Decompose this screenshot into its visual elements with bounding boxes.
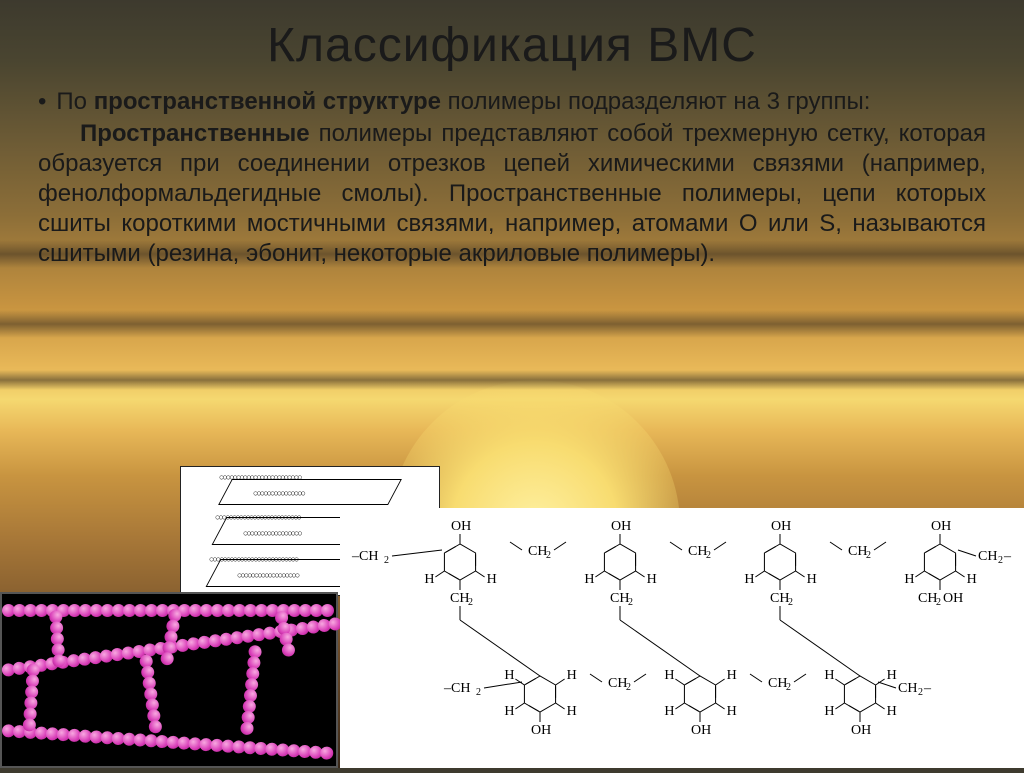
svg-text:H: H bbox=[727, 668, 737, 683]
svg-text:CH: CH bbox=[918, 591, 937, 606]
svg-text:H: H bbox=[567, 668, 577, 683]
intro-tail: полимеры подразделяют на 3 группы: bbox=[448, 88, 871, 115]
bullet-dot: • bbox=[38, 87, 46, 117]
svg-text:2: 2 bbox=[866, 550, 871, 561]
svg-text:H: H bbox=[664, 704, 674, 719]
svg-text:H: H bbox=[647, 572, 657, 587]
svg-text:CH: CH bbox=[528, 544, 547, 559]
svg-text:OH: OH bbox=[931, 519, 951, 534]
svg-text:CH: CH bbox=[768, 676, 787, 691]
svg-text:2: 2 bbox=[628, 597, 633, 608]
svg-text:H: H bbox=[487, 572, 497, 587]
svg-text:2: 2 bbox=[546, 550, 551, 561]
svg-text:OH: OH bbox=[611, 519, 631, 534]
svg-text:2: 2 bbox=[626, 682, 631, 693]
svg-text:2: 2 bbox=[476, 687, 481, 698]
svg-text:H: H bbox=[904, 572, 914, 587]
svg-text:H: H bbox=[887, 668, 897, 683]
intro-lead: По bbox=[56, 88, 87, 115]
svg-text:CH: CH bbox=[848, 544, 867, 559]
svg-text:OH: OH bbox=[451, 519, 471, 534]
svg-text:2: 2 bbox=[468, 597, 473, 608]
svg-text:H: H bbox=[504, 668, 514, 683]
svg-text:OH: OH bbox=[943, 591, 963, 606]
svg-text:2: 2 bbox=[384, 555, 389, 566]
svg-text:H: H bbox=[744, 572, 754, 587]
svg-text:OH: OH bbox=[851, 723, 871, 738]
svg-text:CH: CH bbox=[610, 591, 629, 606]
svg-text:CH: CH bbox=[898, 681, 917, 696]
body-paragraph: Пространственные полимеры представляют с… bbox=[38, 119, 986, 269]
svg-text:2: 2 bbox=[998, 555, 1003, 566]
svg-text:H: H bbox=[887, 704, 897, 719]
svg-text:H: H bbox=[807, 572, 817, 587]
slide-content: Классификация ВМС • По пространственной … bbox=[0, 0, 1024, 269]
figure-chemical-structure: –CH2OHCH2HHCH2OHCH2HHCH2OHCH2HHCH2OHCH2O… bbox=[340, 508, 1024, 768]
svg-text:OH: OH bbox=[691, 723, 711, 738]
svg-text:H: H bbox=[967, 572, 977, 587]
svg-text:–: – bbox=[923, 681, 932, 696]
svg-text:CH: CH bbox=[978, 549, 997, 564]
slide-title: Классификация ВМС bbox=[38, 18, 986, 73]
svg-text:H: H bbox=[727, 704, 737, 719]
svg-text:CH: CH bbox=[608, 676, 627, 691]
svg-text:2: 2 bbox=[918, 687, 923, 698]
svg-text:H: H bbox=[824, 668, 834, 683]
svg-text:2: 2 bbox=[936, 597, 941, 608]
svg-text:H: H bbox=[504, 704, 514, 719]
svg-text:H: H bbox=[824, 704, 834, 719]
svg-text:CH: CH bbox=[688, 544, 707, 559]
intro-bold: пространственной структуре bbox=[94, 88, 441, 115]
svg-text:H: H bbox=[664, 668, 674, 683]
svg-text:H: H bbox=[567, 704, 577, 719]
body-bold: Пространственные bbox=[80, 120, 310, 147]
svg-text:CH: CH bbox=[450, 591, 469, 606]
svg-text:–CH: –CH bbox=[351, 549, 378, 564]
svg-text:2: 2 bbox=[788, 597, 793, 608]
svg-text:CH: CH bbox=[770, 591, 789, 606]
intro-line: • По пространственной структуре полимеры… bbox=[38, 87, 986, 117]
figure-polymer-network bbox=[0, 592, 338, 768]
svg-text:H: H bbox=[424, 572, 434, 587]
svg-text:OH: OH bbox=[531, 723, 551, 738]
svg-text:2: 2 bbox=[786, 682, 791, 693]
svg-text:2: 2 bbox=[706, 550, 711, 561]
svg-text:OH: OH bbox=[771, 519, 791, 534]
svg-text:–: – bbox=[1003, 549, 1012, 564]
svg-text:–CH: –CH bbox=[443, 681, 470, 696]
svg-text:H: H bbox=[584, 572, 594, 587]
